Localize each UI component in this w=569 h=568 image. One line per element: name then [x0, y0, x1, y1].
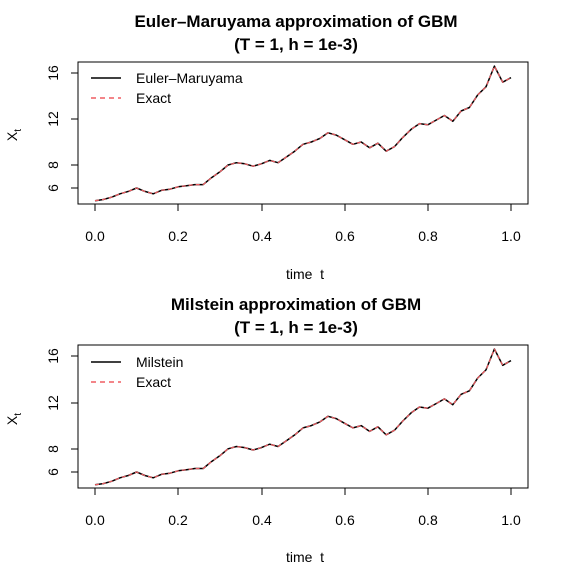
x-axis-label: time t — [286, 266, 324, 282]
y-tick-label: 6 — [45, 184, 61, 192]
y-tick-label: 12 — [45, 395, 61, 411]
legend: Milstein Exact — [91, 354, 183, 390]
y-axis-label-sub: t — [13, 129, 24, 132]
x-tick-label: 0.8 — [418, 512, 438, 528]
y-tick-label: 16 — [45, 65, 61, 81]
series-lines — [94, 348, 512, 486]
chart-subtitle: (T = 1, h = 1e-3) — [234, 35, 358, 54]
series-line-exact — [94, 65, 512, 202]
x-axis-label: time t — [286, 549, 324, 565]
x-tick-label: 0.4 — [252, 228, 272, 244]
y-tick-label: 6 — [45, 468, 61, 476]
x-tick-label: 0.2 — [168, 512, 188, 528]
legend: Euler–Maruyama Exact — [91, 70, 243, 106]
y-axis: 6 8 12 16 Xt — [4, 348, 79, 476]
y-axis-label: Xt — [4, 413, 24, 425]
y-tick-label: 12 — [45, 111, 61, 127]
y-axis-label-sub: t — [13, 413, 24, 416]
panel-milstein: Milstein approximation of GBM (T = 1, h … — [4, 295, 529, 565]
x-axis: 0.0 0.2 0.4 0.6 0.8 1.0 time t — [85, 487, 521, 565]
x-tick-label: 0.6 — [335, 512, 355, 528]
y-tick-label: 8 — [45, 445, 61, 453]
y-axis-label-main: X — [4, 415, 20, 425]
x-tick-label: 1.0 — [501, 512, 521, 528]
series-line-approx — [94, 65, 512, 202]
y-axis-label-main: X — [4, 131, 20, 141]
x-tick-label: 0.2 — [168, 228, 188, 244]
legend-label: Exact — [136, 90, 171, 106]
chart-subtitle: (T = 1, h = 1e-3) — [234, 318, 358, 337]
x-tick-label: 0.4 — [252, 512, 272, 528]
x-axis: 0.0 0.2 0.4 0.6 0.8 1.0 time t — [85, 203, 521, 282]
legend-label: Exact — [136, 374, 171, 390]
chart-title: Euler–Maruyama approximation of GBM — [134, 12, 457, 31]
x-tick-label: 0.0 — [85, 512, 105, 528]
panel-euler-maruyama: Euler–Maruyama approximation of GBM (T =… — [4, 12, 529, 282]
y-axis-label: Xt — [4, 129, 24, 141]
series-lines — [94, 65, 512, 202]
x-tick-label: 1.0 — [501, 228, 521, 244]
y-axis: 6 8 12 16 Xt — [4, 65, 79, 192]
legend-label: Milstein — [136, 354, 183, 370]
x-tick-label: 0.0 — [85, 228, 105, 244]
legend-label: Euler–Maruyama — [136, 70, 243, 86]
chart-title: Milstein approximation of GBM — [171, 295, 421, 314]
x-tick-label: 0.6 — [335, 228, 355, 244]
x-tick-label: 0.8 — [418, 228, 438, 244]
y-tick-label: 16 — [45, 348, 61, 364]
y-tick-label: 8 — [45, 161, 61, 169]
series-line-exact — [94, 348, 512, 486]
